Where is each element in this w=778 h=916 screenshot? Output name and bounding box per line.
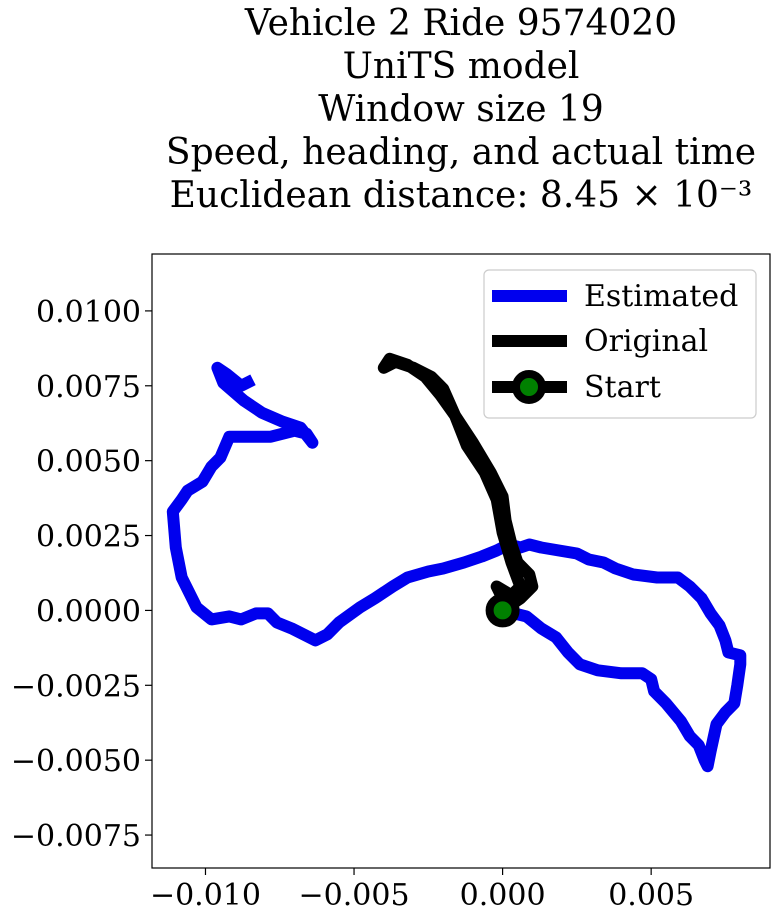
x-tick-label: −0.005 bbox=[299, 878, 410, 913]
y-tick-label: −0.0075 bbox=[11, 819, 141, 854]
y-tick-label: −0.0050 bbox=[11, 744, 141, 779]
title-line: Window size 19 bbox=[318, 89, 604, 130]
legend-marker-start bbox=[512, 370, 546, 404]
x-axis: −0.010 −0.005 0.000 0.005 bbox=[150, 868, 694, 913]
legend-label-start: Start bbox=[584, 370, 661, 405]
series-line-estimated bbox=[166, 361, 747, 773]
y-tick-label: 0.0025 bbox=[36, 520, 141, 555]
legend: Estimated Original Start bbox=[483, 269, 757, 419]
y-tick-label: 0.0050 bbox=[36, 445, 141, 480]
title-line: Euclidean distance: 8.45 × 10⁻³ bbox=[170, 175, 753, 216]
legend-label-estimated: Estimated bbox=[584, 279, 738, 314]
x-tick-label: 0.005 bbox=[608, 878, 694, 913]
legend-label-original: Original bbox=[584, 324, 708, 359]
chart-title: Vehicle 2 Ride 9574020 UniTS model Windo… bbox=[166, 3, 756, 216]
series-line-original bbox=[377, 352, 539, 617]
title-line: Speed, heading, and actual time bbox=[166, 132, 756, 173]
y-tick-label: 0.0000 bbox=[36, 594, 141, 629]
title-line: UniTS model bbox=[343, 46, 580, 87]
y-tick-label: 0.0075 bbox=[36, 370, 141, 405]
plot-frame bbox=[151, 253, 771, 869]
start-marker bbox=[485, 593, 520, 628]
title-line: Vehicle 2 Ride 9574020 bbox=[244, 3, 677, 44]
x-tick-label: −0.010 bbox=[150, 878, 261, 913]
y-tick-label: −0.0025 bbox=[11, 669, 141, 704]
series-layer bbox=[166, 352, 747, 773]
y-axis: 0.0100 0.0075 0.0050 0.0025 0.0000 −0.0025 −0.… bbox=[11, 295, 152, 854]
x-tick-label: 0.000 bbox=[460, 878, 546, 913]
y-tick-label: 0.0100 bbox=[36, 295, 141, 330]
